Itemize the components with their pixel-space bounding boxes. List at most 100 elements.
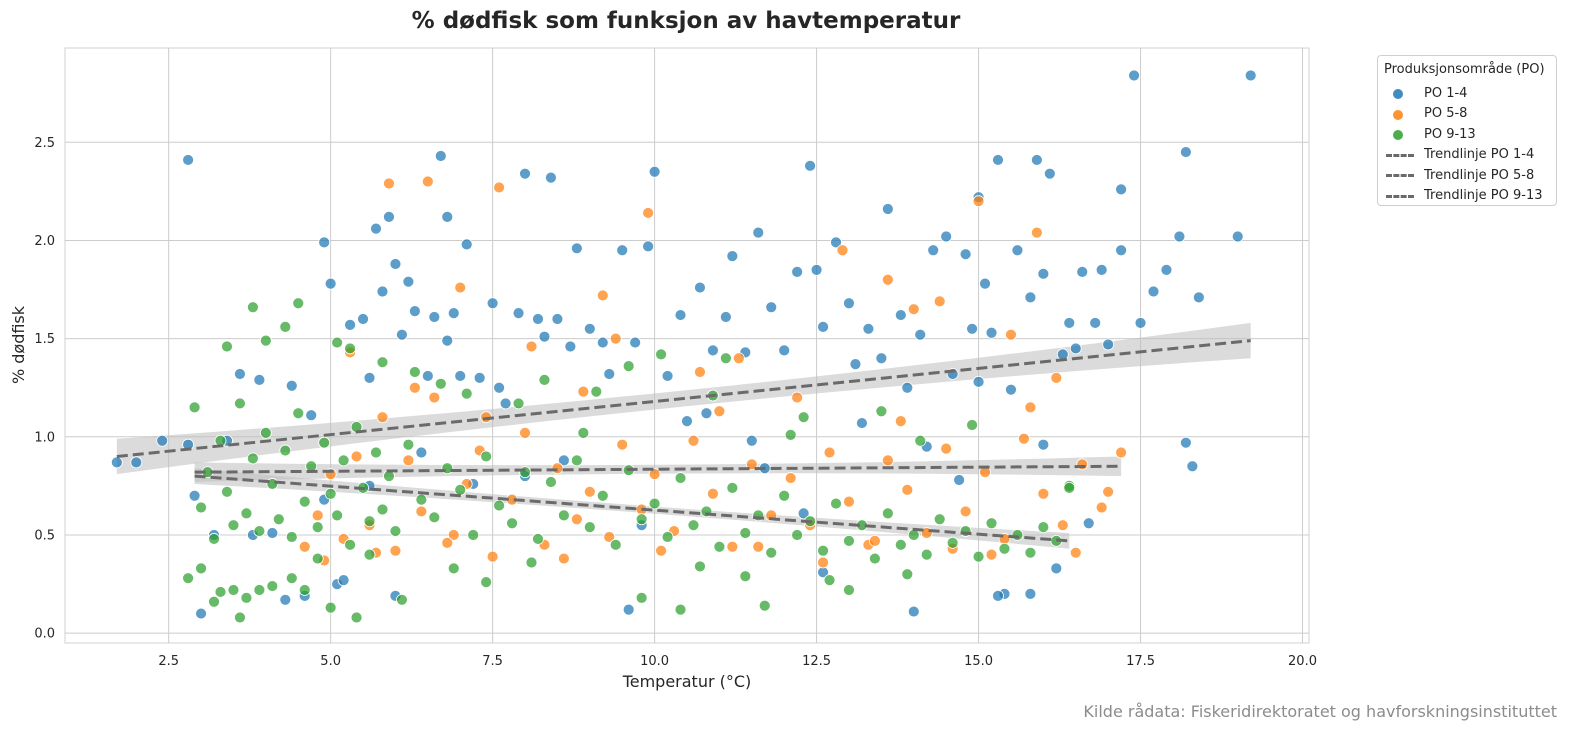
data-point [907, 303, 920, 316]
data-point [765, 546, 778, 559]
data-point [493, 181, 506, 194]
data-point [357, 313, 369, 325]
data-point [616, 438, 629, 451]
data-point [447, 562, 460, 575]
data-point [350, 450, 363, 463]
data-point [195, 501, 207, 514]
data-point [622, 360, 635, 373]
data-point [1050, 562, 1063, 575]
data-point [583, 322, 596, 335]
data-point [331, 509, 344, 522]
data-point [441, 334, 454, 347]
x-tick-label: 12.5 [802, 654, 831, 669]
legend-item-po-5-8: PO 5-8 [1384, 104, 1550, 125]
data-point [408, 366, 421, 378]
data-point [603, 531, 616, 543]
data-point [557, 552, 570, 565]
data-point [1005, 383, 1017, 396]
data-point [810, 263, 823, 276]
data-point [557, 454, 570, 467]
data-point [985, 517, 998, 530]
y-axis-label: % dødfisk [9, 305, 28, 384]
data-point [1186, 460, 1199, 473]
legend-dash-trend-1 [1386, 153, 1414, 157]
data-point [363, 372, 376, 384]
data-point [272, 513, 285, 526]
data-point [344, 538, 356, 551]
data-point [415, 493, 428, 506]
data-point [1030, 154, 1043, 166]
data-point [856, 417, 868, 429]
data-point [635, 591, 648, 604]
data-point [1089, 317, 1102, 329]
data-point [726, 540, 739, 553]
data-point [797, 411, 810, 424]
data-point [1179, 146, 1192, 158]
data-point [1037, 521, 1050, 534]
data-point [285, 379, 298, 392]
data-point [454, 370, 467, 382]
data-point [266, 580, 279, 592]
data-point [914, 328, 927, 341]
data-point [979, 277, 991, 290]
data-point [642, 207, 655, 219]
data-point [719, 311, 732, 323]
data-point [246, 452, 259, 465]
data-point [648, 165, 661, 178]
data-point [570, 454, 583, 467]
data-point [532, 313, 544, 325]
legend-marker-po-9-13 [1392, 129, 1404, 142]
data-point [629, 336, 642, 349]
data-point [408, 305, 421, 318]
data-point [292, 407, 305, 420]
legend-marker-po-1-4 [1392, 88, 1404, 101]
data-point [1076, 458, 1089, 471]
data-point [972, 375, 985, 388]
data-point [370, 222, 382, 235]
data-point [583, 485, 596, 498]
data-point [1160, 263, 1173, 276]
data-point [577, 426, 590, 439]
data-point [901, 483, 914, 496]
data-point [687, 519, 700, 532]
data-point [208, 595, 220, 608]
data-point [849, 358, 862, 371]
data-point [745, 434, 758, 447]
data-point [1011, 244, 1024, 257]
data-point [214, 586, 227, 598]
data-point [324, 277, 337, 290]
y-tick-label: 0.5 [34, 528, 55, 543]
data-point [324, 601, 337, 614]
data-point [998, 542, 1011, 555]
data-point [344, 342, 356, 355]
data-point [791, 529, 804, 541]
data-point [402, 275, 415, 288]
data-point [894, 538, 907, 551]
data-point [694, 560, 706, 573]
source-note: Kilde rådata: Fiskeridirektoratet og hav… [1083, 702, 1557, 721]
data-point [881, 203, 894, 215]
data-point [259, 334, 272, 347]
data-point [823, 574, 836, 587]
data-point [551, 313, 564, 325]
data-point [959, 248, 972, 261]
data-point [493, 499, 506, 512]
data-point [1011, 529, 1024, 541]
data-point [596, 289, 609, 302]
data-point [383, 177, 395, 190]
data-point [570, 513, 583, 526]
data-point [791, 391, 804, 404]
data-point [609, 332, 622, 345]
data-point [920, 548, 933, 561]
data-point [532, 533, 544, 545]
data-point [655, 544, 667, 557]
data-point [208, 533, 220, 545]
data-point [519, 466, 531, 479]
data-point [804, 159, 817, 172]
data-point [279, 320, 292, 333]
data-point [188, 401, 201, 414]
data-point [460, 387, 473, 400]
data-point [719, 352, 732, 365]
data-point [953, 474, 966, 486]
data-point [240, 507, 253, 520]
